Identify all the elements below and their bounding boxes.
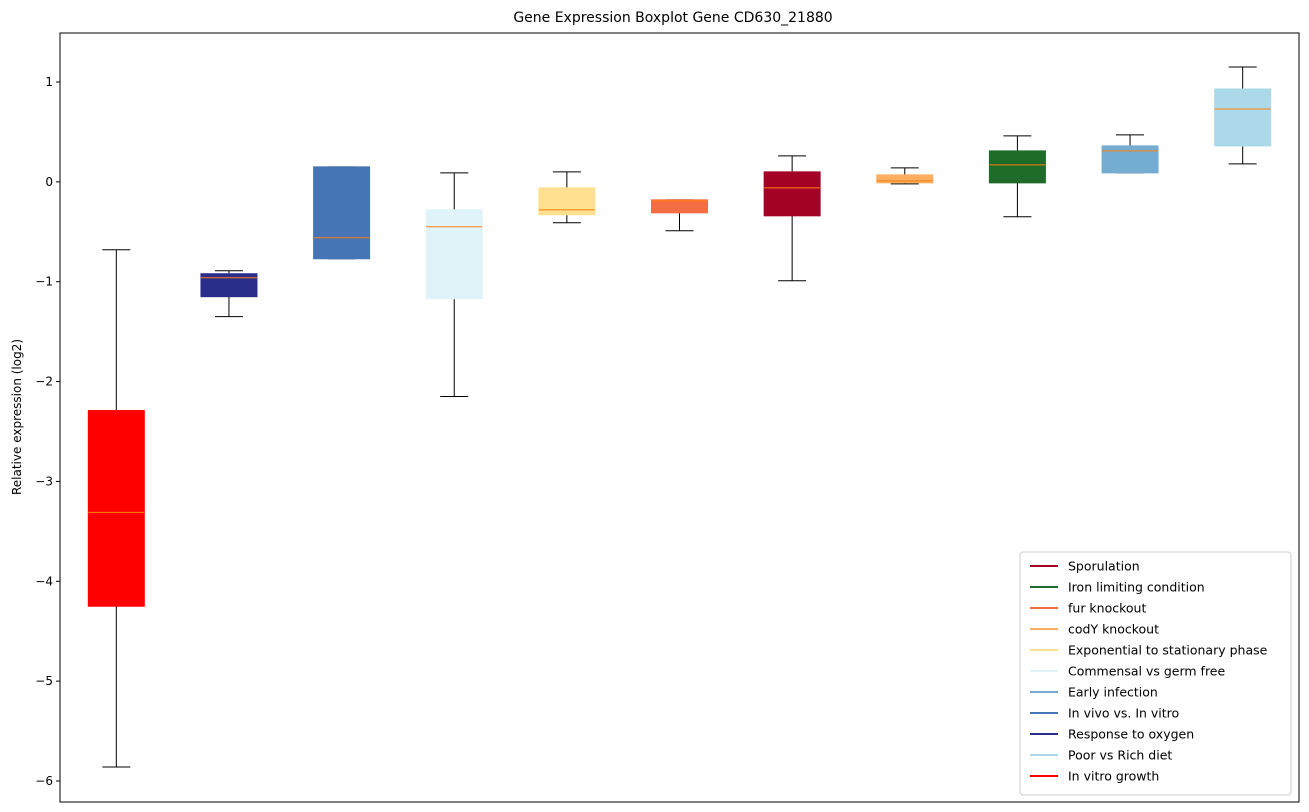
box-7 (763, 155, 821, 282)
legend-label: Commensal vs germ free (1068, 664, 1225, 679)
legend-label: In vivo vs. In vitro (1068, 706, 1179, 721)
box-body (763, 171, 821, 217)
box-1 (87, 249, 145, 768)
legend-frame (1019, 551, 1292, 796)
box-8 (876, 167, 934, 185)
legend-label: Poor vs Rich diet (1068, 748, 1172, 763)
box-body (200, 273, 258, 298)
box-body (538, 187, 596, 216)
box-6 (651, 199, 708, 232)
box-body (651, 199, 708, 214)
box-body (988, 150, 1046, 184)
y-tick-label: −4 (35, 574, 53, 588)
y-axis: 1 0 −1 −2 −3 −4 −5 −6 (35, 75, 60, 788)
box-3 (313, 166, 371, 260)
legend-label: fur knockout (1068, 601, 1146, 616)
y-tick-label: −1 (35, 275, 53, 289)
box-11 (1214, 66, 1272, 165)
box-5 (538, 171, 596, 224)
box-body (87, 410, 145, 607)
legend-label: Exponential to stationary phase (1068, 643, 1268, 658)
box-body (313, 166, 371, 260)
boxes-group (87, 66, 1272, 768)
y-tick-label: −6 (35, 774, 53, 788)
y-tick-label: −3 (35, 474, 53, 488)
box-4 (425, 172, 483, 398)
chart-title: Gene Expression Boxplot Gene CD630_21880 (513, 10, 832, 26)
legend-label: Response to oxygen (1068, 727, 1194, 742)
y-axis-label: Relative expression (log2) (10, 339, 24, 495)
legend: Sporulation Iron limiting condition fur kn… (1019, 551, 1292, 796)
plot-frame (59, 32, 1300, 803)
legend-label: Iron limiting condition (1068, 580, 1205, 595)
box-9 (988, 135, 1046, 218)
y-tick-label: −2 (35, 375, 53, 389)
legend-label: Early infection (1068, 685, 1158, 700)
y-tick-label: −5 (35, 674, 53, 688)
box-body (876, 174, 934, 184)
y-tick-label: 1 (45, 75, 53, 89)
box-body (425, 209, 483, 300)
box-body (1214, 88, 1272, 147)
box-body (1101, 145, 1159, 174)
y-tick-label: 0 (45, 175, 53, 189)
legend-label: In vitro growth (1068, 769, 1159, 784)
legend-label: Sporulation (1068, 559, 1140, 574)
box-2 (200, 270, 258, 318)
box-10 (1101, 134, 1159, 174)
legend-label: codY knockout (1068, 622, 1159, 637)
